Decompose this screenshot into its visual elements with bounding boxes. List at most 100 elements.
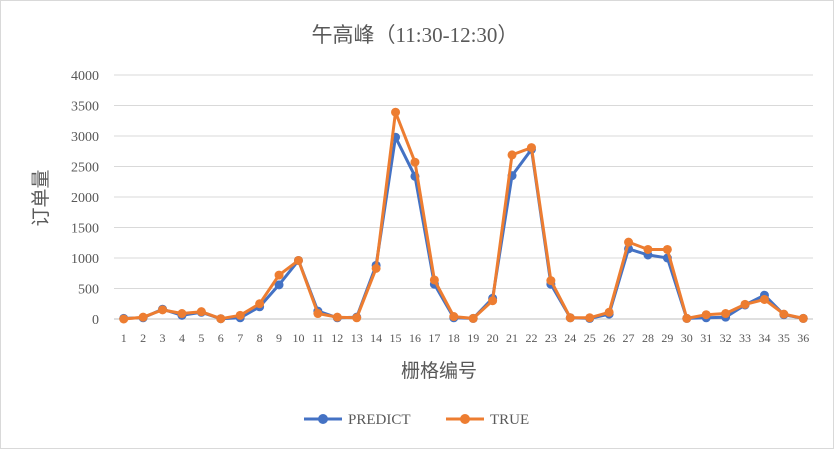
x-tick-label: 26: [603, 331, 615, 345]
data-point: [468, 313, 478, 323]
data-point: [410, 157, 420, 167]
x-tick-label: 9: [276, 331, 282, 345]
x-tick-label: 24: [564, 331, 576, 345]
data-point: [119, 314, 129, 324]
data-point: [429, 275, 439, 285]
x-tick-label: 19: [467, 331, 479, 345]
y-tick-label: 0: [92, 313, 99, 328]
x-tick-label: 12: [331, 331, 343, 345]
data-point: [682, 313, 692, 323]
data-point: [779, 309, 789, 319]
x-tick-label: 32: [720, 331, 732, 345]
series-true: [119, 107, 808, 324]
legend-item-true: TRUE: [446, 412, 529, 428]
data-point: [604, 307, 614, 317]
x-tick-label: 17: [428, 331, 440, 345]
x-tick-label: 22: [525, 331, 537, 345]
x-tick-label: 23: [545, 331, 557, 345]
data-point: [391, 107, 401, 117]
data-point: [643, 244, 653, 254]
data-point: [216, 314, 226, 324]
x-tick-label: 14: [370, 331, 382, 345]
series-line: [123, 110, 804, 321]
y-tick-label: 2500: [71, 161, 99, 176]
gridlines: [114, 74, 813, 320]
data-point: [274, 280, 284, 290]
x-tick-label: 20: [487, 331, 499, 345]
data-point: [138, 312, 148, 322]
legend-label: TRUE: [490, 412, 529, 428]
legend-item-predict: PREDICT: [304, 412, 411, 428]
data-point: [371, 263, 381, 273]
data-point: [449, 312, 459, 322]
x-tick-label: 16: [409, 331, 421, 345]
data-point: [177, 309, 187, 319]
x-tick-label: 1: [121, 331, 127, 345]
x-tick-label: 11: [312, 331, 324, 345]
x-tick-label: 4: [179, 331, 185, 345]
x-tick-label: 2: [140, 331, 146, 345]
series-group: [119, 107, 808, 324]
y-axis-title: 订单量: [30, 169, 52, 226]
x-tick-label: 33: [739, 331, 751, 345]
x-tick-label: 6: [218, 331, 224, 345]
x-tick-label: 18: [448, 331, 460, 345]
y-tick-label: 3500: [71, 100, 99, 115]
x-tick-label: 28: [642, 331, 654, 345]
x-tick-label: 21: [506, 331, 518, 345]
y-tick-label: 4000: [71, 69, 99, 84]
data-point: [293, 255, 303, 265]
data-point: [507, 150, 517, 160]
legend-label: PREDICT: [348, 412, 411, 428]
data-point: [158, 305, 168, 315]
data-point: [235, 310, 245, 320]
y-tick-label: 3000: [71, 130, 99, 145]
data-point: [255, 299, 265, 309]
x-tick-label: 25: [584, 331, 596, 345]
x-tick-label: 29: [661, 331, 673, 345]
data-point: [352, 313, 362, 323]
x-tick-label: 7: [237, 331, 243, 345]
x-tick-label: 10: [292, 331, 304, 345]
data-point: [798, 313, 808, 323]
data-point: [526, 143, 536, 153]
data-point: [701, 310, 711, 320]
data-point: [624, 237, 634, 247]
x-tick-label: 36: [797, 331, 809, 345]
x-tick-label: 5: [198, 331, 204, 345]
x-tick-label: 8: [257, 331, 263, 345]
data-point: [332, 312, 342, 322]
chart-title: 午高峰（11:30-12:30）: [312, 23, 519, 47]
data-point: [488, 296, 498, 306]
data-point: [313, 309, 323, 319]
x-tick-label: 15: [390, 331, 402, 345]
data-point: [565, 313, 575, 323]
x-tick-label: 27: [623, 331, 635, 345]
data-point: [662, 244, 672, 254]
y-tick-label: 1500: [71, 222, 99, 237]
y-tick-label: 1000: [71, 252, 99, 267]
data-point: [740, 299, 750, 309]
legend-marker: [460, 414, 470, 424]
data-point: [585, 313, 595, 323]
x-tick-label: 34: [758, 331, 770, 345]
x-tick-label: 3: [160, 331, 166, 345]
legend: PREDICT TRUE: [304, 412, 529, 428]
x-tick-label: 13: [351, 331, 363, 345]
x-tick-label: 31: [700, 331, 712, 345]
y-tick-label: 500: [78, 283, 99, 298]
x-axis-title: 栅格编号: [401, 360, 477, 382]
y-tick-label: 2000: [71, 191, 99, 206]
legend-marker: [318, 414, 328, 424]
x-axis-ticks: 1 2 3 4 5 6 7 8 9 10 11 12 13 14 15 16 17 18 19 20 21 22 23 24 2…: [121, 331, 810, 345]
data-point: [546, 276, 556, 286]
data-point: [759, 294, 769, 304]
data-point: [274, 270, 284, 280]
x-tick-label: 35: [778, 331, 790, 345]
data-point: [721, 309, 731, 319]
y-axis-ticks: 0 500 1000 1500 2000 2500 3000 3500 4000: [71, 69, 99, 328]
data-point: [196, 307, 206, 317]
x-tick-label: 30: [681, 331, 693, 345]
